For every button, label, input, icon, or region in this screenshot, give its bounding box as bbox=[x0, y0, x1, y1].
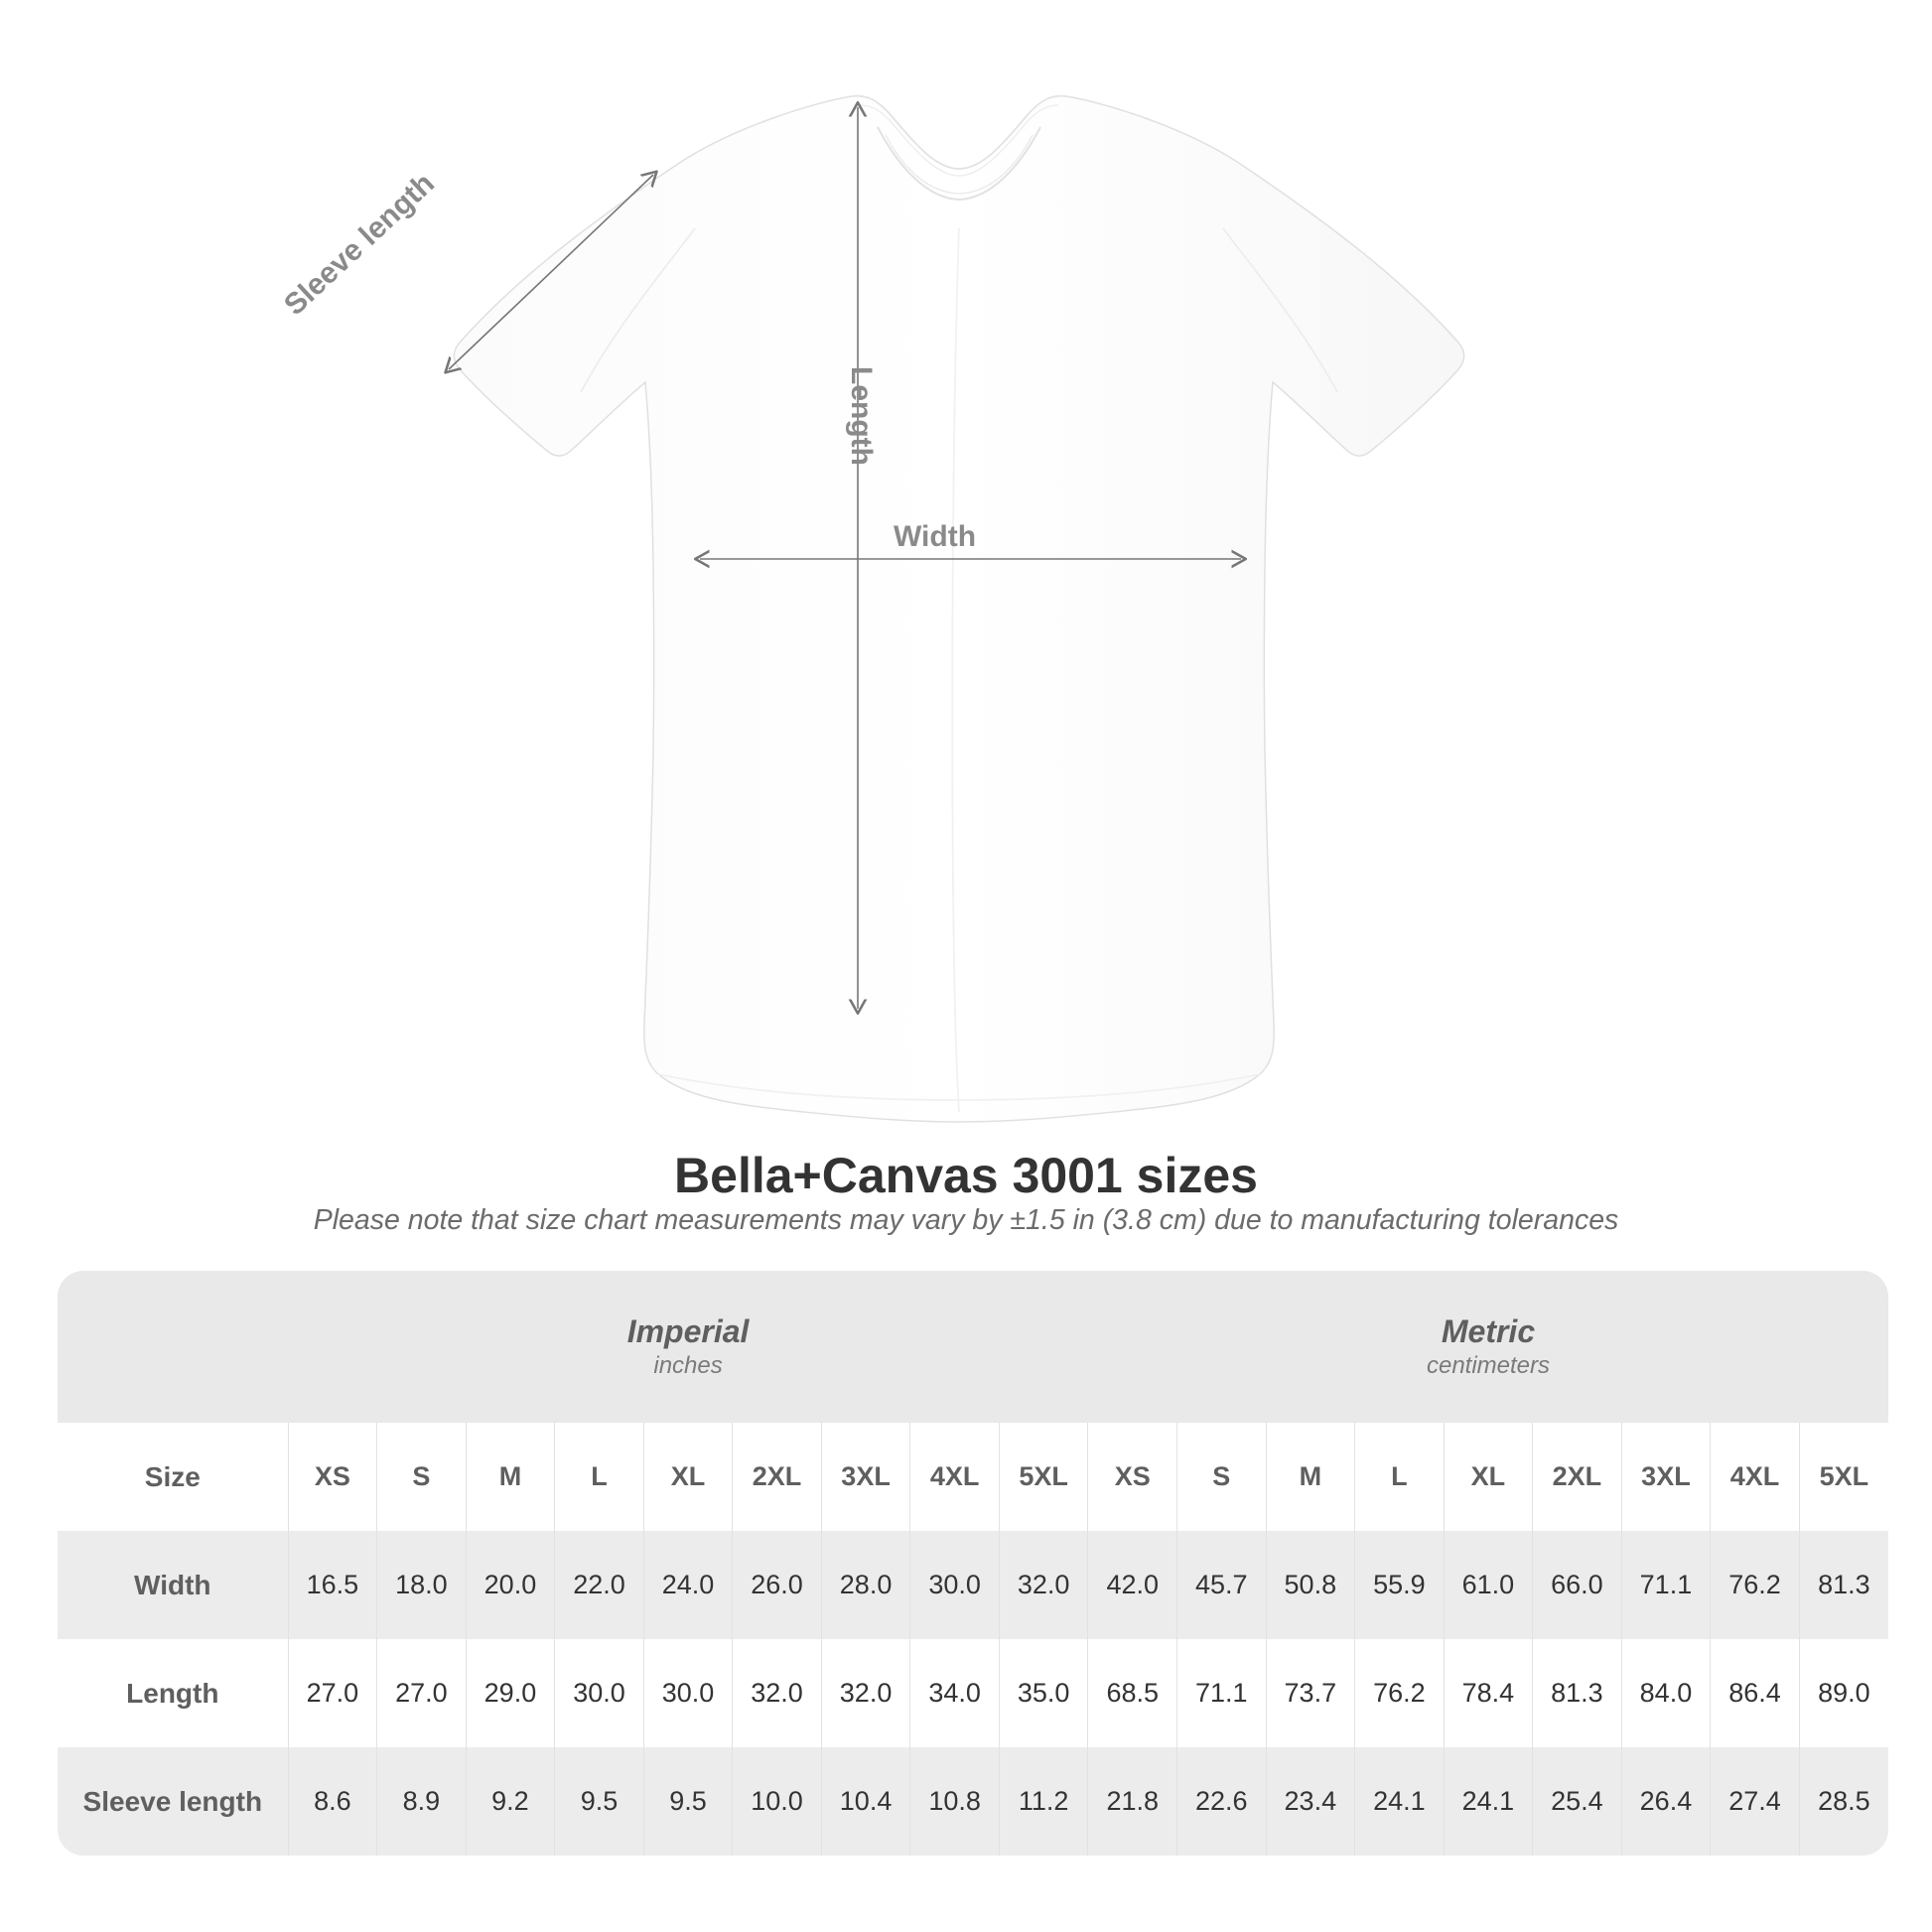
svg-text:Width: Width bbox=[894, 520, 976, 553]
